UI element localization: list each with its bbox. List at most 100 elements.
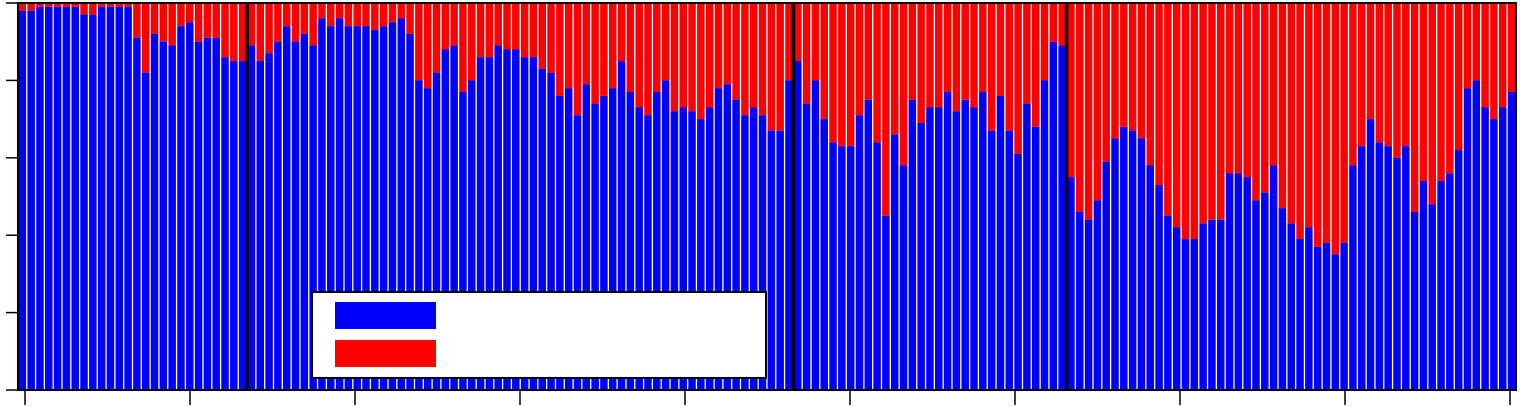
bar-22-red-segment <box>203 3 212 38</box>
bar-150-red-segment <box>1331 3 1340 255</box>
bar-83-red-segment <box>741 3 749 116</box>
bar-78-red-segment <box>697 3 705 120</box>
bar-26 <box>238 3 247 391</box>
bar-60-red-segment <box>538 3 547 69</box>
bar-74-red-segment <box>661 3 670 81</box>
bar-149 <box>1322 3 1331 390</box>
bar-102-red-segment <box>908 3 917 100</box>
bar-35-red-segment <box>318 3 326 19</box>
bar-38-red-segment <box>344 3 353 27</box>
bar-9 <box>89 3 97 391</box>
bar-34 <box>309 3 317 390</box>
bar-99-red-segment <box>882 3 890 216</box>
bar-8 <box>80 3 88 391</box>
bar-110 <box>979 3 987 390</box>
bar-120-red-segment <box>1067 3 1075 178</box>
bar-91 <box>811 3 820 391</box>
bar-21-red-segment <box>194 3 203 42</box>
bar-61-blue-segment <box>547 72 555 390</box>
bar-35-blue-segment <box>318 18 326 390</box>
bar-56-red-segment <box>503 3 511 50</box>
bar-8-blue-segment <box>80 14 88 391</box>
bar-39-blue-segment <box>353 26 361 390</box>
bar-81 <box>723 3 732 391</box>
bar-168 <box>1490 3 1498 390</box>
bar-13-blue-segment <box>124 6 132 391</box>
bar-28-red-segment <box>256 3 265 62</box>
bar-159 <box>1410 3 1419 390</box>
bar-117-blue-segment <box>1040 80 1049 391</box>
bar-98-blue-segment <box>873 142 881 390</box>
bar-115 <box>1023 3 1031 391</box>
bar-68 <box>608 3 617 390</box>
bar-42 <box>379 3 388 390</box>
bar-100-blue-segment <box>890 134 899 390</box>
bar-24-red-segment <box>221 3 229 58</box>
bar-157-blue-segment <box>1393 157 1401 390</box>
bar-165 <box>1463 3 1472 390</box>
bar-114 <box>1014 3 1022 390</box>
bar-114-blue-segment <box>1014 153 1022 390</box>
plot-frame <box>17 2 1517 391</box>
bar-34-red-segment <box>309 3 317 46</box>
bar-142 <box>1261 3 1269 390</box>
bar-71-red-segment <box>635 3 643 108</box>
bar-16-blue-segment <box>150 33 159 391</box>
bar-87-blue-segment <box>776 130 784 390</box>
bar-104-blue-segment <box>926 107 934 391</box>
bar-158 <box>1402 3 1410 390</box>
bar-49 <box>441 3 450 390</box>
bar-12 <box>115 3 124 391</box>
bar-135-red-segment <box>1199 3 1207 224</box>
bar-81-red-segment <box>723 3 732 85</box>
bar-154 <box>1366 3 1375 390</box>
bar-146-red-segment <box>1296 3 1304 240</box>
bar-30-red-segment <box>274 3 282 42</box>
bar-111-blue-segment <box>987 130 996 390</box>
bar-95 <box>846 3 855 390</box>
bar-125-red-segment <box>1111 3 1119 139</box>
bar-136-blue-segment <box>1208 219 1216 390</box>
bar-116-blue-segment <box>1031 126 1040 390</box>
bar-167 <box>1481 3 1489 391</box>
bar-9-red-segment <box>89 3 97 15</box>
bar-142-blue-segment <box>1261 192 1269 390</box>
bar-66-red-segment <box>591 3 599 104</box>
bar-121-blue-segment <box>1076 211 1084 390</box>
bar-147-blue-segment <box>1305 227 1313 390</box>
bar-108-red-segment <box>961 3 969 100</box>
bar-91-blue-segment <box>811 80 820 391</box>
bar-60 <box>538 3 547 390</box>
bar-153 <box>1357 3 1366 390</box>
bar-139-red-segment <box>1234 3 1243 174</box>
bar-79 <box>705 3 714 391</box>
bar-15 <box>141 3 150 390</box>
bar-148-red-segment <box>1313 3 1322 247</box>
bar-45-blue-segment <box>406 33 414 391</box>
bar-51-blue-segment <box>459 92 467 390</box>
bar-13 <box>124 3 132 391</box>
bar-18-blue-segment <box>168 45 176 390</box>
bar-18 <box>168 3 176 390</box>
bar-98 <box>873 3 881 390</box>
bar-84-red-segment <box>749 3 758 108</box>
bar-83-blue-segment <box>741 115 749 390</box>
bar-50 <box>450 3 458 390</box>
bar-16-red-segment <box>150 3 159 34</box>
bar-126-blue-segment <box>1120 126 1128 390</box>
bar-112 <box>996 3 1005 390</box>
bar-111-red-segment <box>987 3 996 131</box>
bar-44-blue-segment <box>397 18 406 390</box>
bar-166-red-segment <box>1472 3 1481 81</box>
bar-6 <box>62 3 71 391</box>
bar-131 <box>1164 3 1172 390</box>
bar-141-red-segment <box>1252 3 1260 201</box>
bar-113-red-segment <box>1005 3 1014 131</box>
bar-72-red-segment <box>644 3 652 116</box>
bar-53-red-segment <box>476 3 485 58</box>
bars-layer <box>18 3 1516 391</box>
bar-65-blue-segment <box>582 84 591 391</box>
bar-112-red-segment <box>996 3 1005 96</box>
bar-125-blue-segment <box>1111 138 1119 390</box>
